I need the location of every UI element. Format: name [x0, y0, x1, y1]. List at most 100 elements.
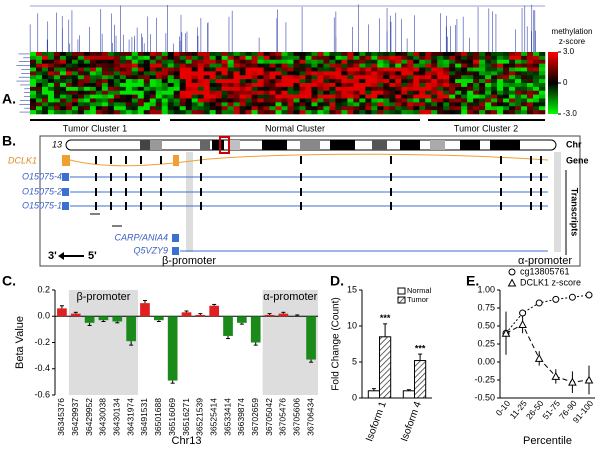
heatmap-cell	[251, 86, 258, 92]
heatmap-cell	[245, 59, 252, 64]
heatmap-cell	[119, 79, 127, 84]
heatmap-cell	[251, 75, 258, 80]
heatmap-cell	[95, 86, 103, 92]
heatmap-cell	[245, 86, 252, 92]
exon	[390, 188, 392, 196]
exon	[95, 156, 97, 164]
heatmap-cell	[347, 106, 354, 111]
heatmap-cell	[503, 75, 510, 80]
heatmap-cell	[53, 83, 61, 88]
transcript-label: O15075-1	[22, 200, 62, 210]
heatmap-cell	[137, 94, 145, 99]
heatmap-cell	[377, 90, 384, 95]
heatmap-cell	[185, 67, 192, 72]
heatmap-cell	[281, 102, 288, 107]
heatmap-cell	[179, 98, 186, 103]
heatmap-cell	[305, 75, 312, 80]
ideogram-band	[212, 140, 224, 150]
heatmap-cell	[71, 90, 79, 95]
ideogram-highlight	[219, 136, 230, 154]
heatmap-cell	[119, 75, 127, 80]
heatmap-cell	[167, 71, 175, 76]
heatmap-cell	[533, 59, 540, 64]
heatmap-cell	[65, 83, 73, 88]
heatmap-cell	[191, 90, 198, 95]
heatmap-cell	[47, 94, 55, 99]
exon	[160, 202, 162, 210]
heatmap-cell	[215, 71, 222, 76]
bar	[264, 314, 275, 317]
heatmap-cell	[233, 52, 240, 57]
heatmap-cell	[413, 90, 420, 95]
heatmap-cell	[35, 98, 43, 103]
marker	[501, 328, 511, 337]
charts: C.β-promoter α-promoter-0.6-0.4-0.20.00.2…	[2, 266, 595, 447]
heatmap-cell	[479, 55, 486, 61]
heatmap-cell	[185, 110, 192, 115]
x-tick-label: 36525414	[208, 398, 218, 436]
heatmap-cell	[521, 83, 528, 88]
heatmap-cell	[59, 110, 67, 115]
heatmap-cell	[119, 63, 127, 68]
heatmap-cell	[521, 106, 528, 111]
heatmap-cell	[365, 63, 372, 68]
heatmap-cell	[365, 75, 372, 80]
heatmap-cell	[47, 79, 55, 84]
heatmap-cell	[71, 52, 79, 57]
heatmap-cell	[323, 86, 330, 92]
heatmap-cell	[335, 52, 342, 57]
heatmap-cell	[35, 86, 43, 92]
heatmap-cell	[335, 98, 342, 103]
heatmap-cell	[467, 71, 474, 76]
heatmap-cell	[497, 59, 504, 64]
heatmap-cell	[95, 110, 103, 115]
heatmap-cell	[233, 110, 240, 115]
heatmap-cell	[167, 67, 175, 72]
heatmap-cell	[179, 59, 186, 64]
gene-line	[69, 153, 549, 167]
heatmap-cell	[509, 86, 516, 92]
heatmap-cell	[269, 86, 276, 92]
heatmap-cell	[449, 55, 456, 61]
exon	[160, 188, 162, 196]
heatmap-cell	[407, 94, 414, 99]
heatmap-cell	[515, 86, 522, 92]
heatmap-cell	[173, 90, 181, 95]
heatmap-cell	[89, 71, 97, 76]
heatmap-cell	[215, 94, 222, 99]
heatmap-cell	[419, 71, 426, 76]
heatmap-cell	[485, 106, 492, 111]
heatmap-cell	[479, 98, 486, 103]
heatmap-cell	[137, 71, 145, 76]
heatmap-cell	[461, 59, 468, 64]
heatmap-cell	[35, 94, 43, 99]
exon	[125, 173, 127, 181]
heatmap-cell	[317, 102, 324, 107]
heatmap-cell	[179, 67, 186, 72]
heatmap-cell	[191, 63, 198, 68]
heatmap-cell	[347, 71, 354, 76]
x-tick-label: 36705606	[291, 398, 301, 436]
heatmap-cell	[263, 102, 270, 107]
heatmap-cell	[485, 98, 492, 103]
heatmap-cell	[503, 55, 510, 61]
heatmap-cell	[227, 79, 234, 84]
heatmap-cell	[59, 106, 67, 111]
heatmap-cell	[317, 94, 324, 99]
heatmap-cell	[113, 59, 121, 64]
heatmap-cell	[71, 59, 79, 64]
heatmap-cell	[77, 102, 85, 107]
heatmap-cell	[425, 63, 432, 68]
heatmap-cell	[227, 102, 234, 107]
heatmap-cell	[323, 98, 330, 103]
heatmap-cell	[89, 55, 97, 61]
heatmap-cell	[35, 55, 43, 61]
heatmap-cell	[191, 67, 198, 72]
heatmap-cell	[359, 102, 366, 107]
heatmap-cell	[245, 98, 252, 103]
heatmap-cell	[71, 86, 79, 92]
heatmap-cell	[395, 110, 402, 115]
heatmap-cell	[287, 71, 294, 76]
heatmap-cell	[425, 83, 432, 88]
heatmap-cell	[107, 102, 115, 107]
